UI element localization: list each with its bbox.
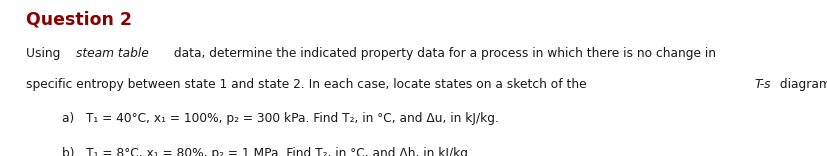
Text: Question 2: Question 2: [26, 11, 132, 29]
Text: T-s: T-s: [754, 78, 771, 91]
Text: data, determine the indicated property data for a process in which there is no c: data, determine the indicated property d…: [170, 47, 715, 60]
Text: a)   T₁ = 40°C, x₁ = 100%, p₂ = 300 kPa. Find T₂, in °C, and Δu, in kJ/kg.: a) T₁ = 40°C, x₁ = 100%, p₂ = 300 kPa. F…: [62, 112, 499, 125]
Text: specific entropy between state 1 and state 2. In each case, locate states on a s: specific entropy between state 1 and sta…: [26, 78, 590, 91]
Text: b)   T₁ = 8°C, x₁ = 80%, p₂ = 1 MPa. Find T₂, in °C, and Δh, in kJ/kg.: b) T₁ = 8°C, x₁ = 80%, p₂ = 1 MPa. Find …: [62, 147, 471, 156]
Text: Using: Using: [26, 47, 65, 60]
Text: steam table: steam table: [76, 47, 148, 60]
Text: diagram.: diagram.: [775, 78, 827, 91]
